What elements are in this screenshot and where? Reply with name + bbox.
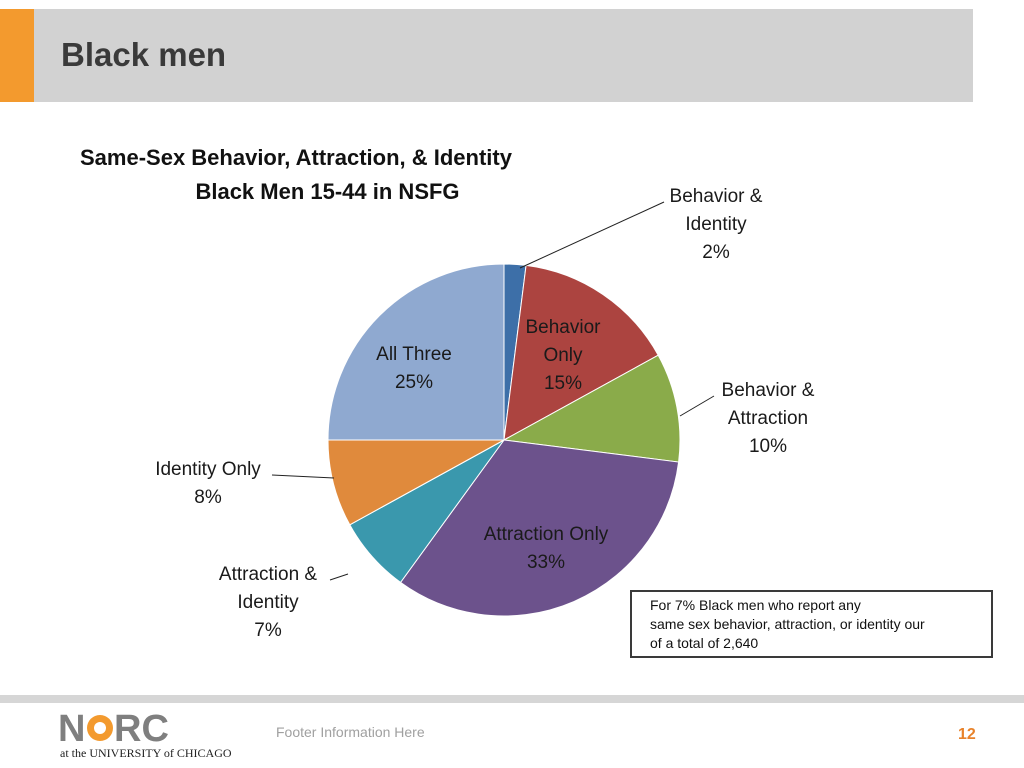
footer-divider	[0, 695, 1024, 703]
pie-slice-identity-only	[327, 439, 505, 526]
pie-slice-all-three	[327, 263, 505, 441]
title-bar	[34, 9, 973, 102]
slice-label: Identity Only 8%	[155, 459, 261, 508]
pie-slice-attraction-only	[399, 439, 680, 617]
slice-label: Attraction Only 33%	[484, 524, 609, 573]
chart-subtitle: Black Men 15-44 in NSFG	[195, 179, 460, 204]
leader-line	[679, 395, 715, 417]
note-line: For 7% Black men who report any	[650, 597, 861, 613]
svg-text:RC: RC	[114, 708, 169, 748]
slice-label: Behavior & Identity 2%	[670, 186, 763, 263]
chart-title: Same-Sex Behavior, Attraction, & Identit…	[80, 145, 512, 170]
chart-title-block: Same-Sex Behavior, Attraction, & Identit…	[80, 141, 580, 209]
logo-subtitle: at the UNIVERSITY of CHICAGO	[60, 746, 232, 760]
leader-line	[271, 474, 335, 479]
slice-label: Attraction & Identity 7%	[219, 564, 318, 641]
slice-label: Behavior & Attraction 10%	[722, 380, 815, 457]
note-box: For 7% Black men who report any same sex…	[630, 590, 993, 658]
leader-line	[329, 573, 349, 581]
norc-logo-mark: N RC	[58, 708, 169, 748]
note-line: same sex behavior, attraction, or identi…	[650, 616, 925, 632]
title-accent-bar	[0, 9, 34, 102]
page-number: 12	[958, 726, 976, 743]
pie-slice-behavior-attraction	[502, 354, 681, 463]
norc-logo: N RC at the UNIVERSITY of CHICAGO	[58, 708, 248, 763]
slide-title: Black men	[61, 36, 227, 73]
note-line: of a total of 2,640	[650, 635, 759, 651]
pie-chart: Behavior & Identity 2% Behavior Only 15% Behav…	[155, 186, 815, 641]
slice-label: All Three 25%	[376, 344, 452, 393]
svg-text:N: N	[58, 708, 85, 748]
footer-text: Footer Information Here	[276, 724, 425, 740]
leader-line	[519, 201, 665, 269]
pie-slice-behavior-only	[503, 264, 659, 441]
slice-label: Behavior Only 15%	[526, 317, 602, 394]
